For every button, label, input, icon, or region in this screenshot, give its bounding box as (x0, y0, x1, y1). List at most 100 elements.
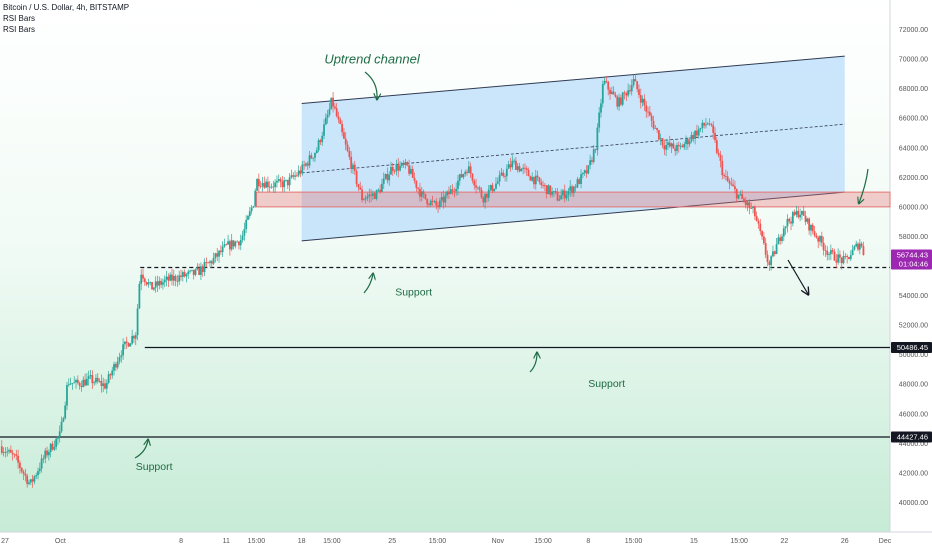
candle (400, 161, 403, 169)
candle (589, 154, 592, 170)
candle (201, 264, 204, 277)
resistance-zone[interactable] (255, 191, 891, 208)
candle (676, 142, 678, 155)
x-tick-label: 25 (388, 538, 396, 545)
support-arrow-3[interactable] (134, 440, 148, 459)
annotation-support-5[interactable]: Support (136, 461, 173, 473)
support-arrow-1[interactable] (363, 274, 373, 294)
candle (290, 169, 293, 179)
candle (167, 273, 170, 288)
candle (431, 195, 434, 206)
candle (218, 250, 220, 263)
indicator-label-rsi-bars-2[interactable]: RSI Bars (3, 25, 36, 34)
candle (576, 176, 579, 189)
candle (556, 188, 559, 202)
candle (797, 206, 800, 219)
candle (587, 165, 590, 175)
level-price-badge[interactable]: 44427.46 (891, 431, 932, 443)
candle (782, 225, 785, 242)
channel-upper-line[interactable] (301, 55, 845, 104)
candle (753, 205, 756, 220)
candle (24, 468, 27, 482)
candle (263, 176, 266, 190)
candle (772, 245, 774, 258)
candle (663, 139, 666, 156)
candle (688, 137, 691, 148)
candle (343, 127, 345, 140)
candle (705, 117, 707, 129)
candle (384, 173, 387, 180)
candle (140, 269, 143, 291)
candle (607, 80, 610, 96)
candle (408, 159, 410, 177)
channel-lower-line[interactable] (301, 191, 845, 242)
candle (482, 196, 485, 207)
annotation-support-3[interactable]: Support (395, 287, 432, 299)
candle (26, 473, 29, 488)
resistance-arrow[interactable] (859, 168, 869, 203)
candle (328, 102, 331, 117)
candle (473, 178, 476, 190)
candle (558, 194, 561, 202)
candle (524, 163, 526, 174)
candle (375, 189, 378, 201)
candle (505, 164, 508, 182)
candle (759, 219, 762, 235)
candle (281, 176, 284, 192)
candle (96, 373, 99, 384)
candle (542, 180, 544, 189)
candle (158, 276, 161, 290)
candle (453, 187, 456, 198)
candle (312, 157, 315, 162)
candle (476, 186, 479, 191)
annotation-support-4[interactable]: Support (588, 378, 625, 390)
candle (391, 162, 394, 176)
uptrend-arrow[interactable] (364, 71, 377, 99)
candle (314, 152, 316, 163)
candle (493, 188, 496, 193)
candle (393, 169, 396, 174)
candle (104, 379, 106, 390)
candle (124, 341, 126, 350)
candle (44, 447, 47, 464)
candle (822, 236, 825, 256)
candle (82, 376, 85, 388)
candle (513, 158, 515, 165)
channel-middle-line[interactable] (301, 123, 845, 174)
x-tick-label: 11 (223, 538, 230, 545)
candle (603, 77, 606, 86)
projection-arrow[interactable] (787, 259, 808, 294)
annotation-uptrend-channel-1[interactable]: Uptrend channel (324, 52, 421, 67)
x-tick-label: Nov (492, 538, 505, 545)
candle (480, 187, 483, 199)
candle (837, 248, 840, 265)
candle (310, 152, 313, 160)
chart-title: Bitcoin / U.S. Dollar, 4h, BITSTAMP (3, 3, 130, 12)
candle (377, 188, 380, 193)
candle (203, 258, 206, 276)
candle (102, 377, 105, 393)
candle (6, 446, 9, 457)
candle (511, 155, 514, 170)
candle (534, 169, 537, 190)
level-price-badge[interactable]: 50486.45 (891, 341, 932, 353)
candle (272, 180, 275, 193)
svg-text:56744.43: 56744.43 (897, 250, 928, 259)
indicator-label-rsi-bars-1[interactable]: RSI Bars (3, 14, 36, 23)
candle (221, 241, 224, 257)
candle (93, 380, 96, 386)
candle (495, 177, 497, 190)
candle (793, 209, 796, 217)
candle (690, 131, 693, 144)
candle (38, 462, 41, 475)
candle (746, 201, 749, 212)
candle (623, 90, 626, 100)
y-tick-label: 72000.00 (899, 27, 928, 34)
candle (335, 103, 338, 118)
candle (299, 166, 302, 178)
x-tick-label: Dec (879, 538, 892, 545)
support-arrow-2[interactable] (529, 353, 537, 373)
candle (143, 277, 146, 286)
